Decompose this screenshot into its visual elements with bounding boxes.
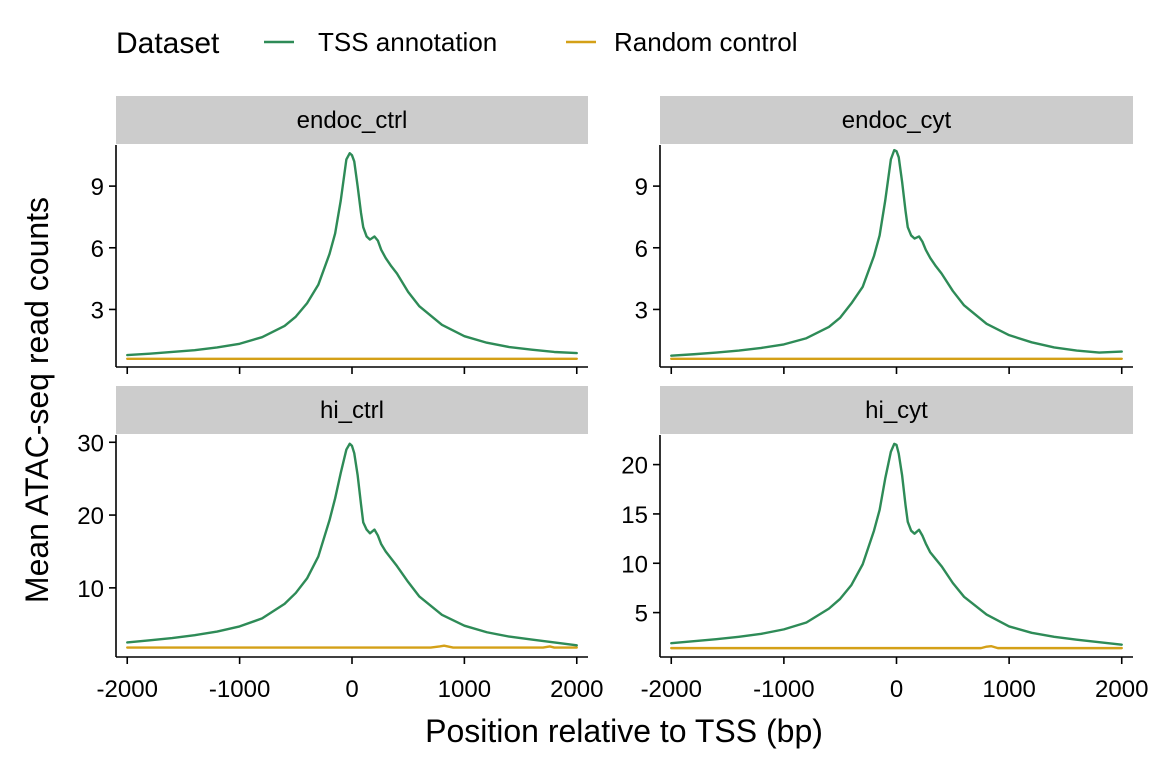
legend-label-tss-annotation: TSS annotation (318, 27, 497, 57)
series-line-tss-annotation (670, 148, 1123, 357)
series-line-tss-annotation (670, 442, 1123, 646)
y-tick-label: 6 (91, 236, 104, 263)
panel-hi-ctrl: hi_ctrl 10 20 30 -2000 -1000 0 1000 2000 (77, 386, 603, 703)
strip-label: hi_ctrl (320, 397, 384, 424)
strip-background (660, 386, 1133, 434)
strip-background (660, 96, 1133, 144)
panel-hi-cyt: hi_cyt 5 10 15 20 -2000 -1000 0 1000 2000 (621, 386, 1148, 703)
y-axis-title: Mean ATAC-seq read counts (19, 197, 55, 603)
strip-background (116, 96, 588, 144)
strip-label: endoc_ctrl (297, 107, 408, 134)
y-tick-label: 10 (77, 576, 104, 603)
series-line-tss-annotation (126, 442, 578, 647)
x-tick-label: -2000 (97, 676, 158, 703)
panel-endoc-ctrl: endoc_ctrl 3 6 9 (91, 96, 588, 374)
y-tick-label: 5 (635, 601, 648, 628)
series-line-tss-annotation (126, 152, 578, 357)
x-tick-label: 2000 (550, 676, 603, 703)
y-tick-label: 3 (91, 297, 104, 324)
y-tick-label: 9 (635, 174, 648, 201)
strip-background (116, 386, 588, 434)
y-tick-label: 20 (621, 453, 648, 480)
y-tick-label: 15 (621, 502, 648, 529)
legend: Dataset TSS annotation Random control (116, 27, 798, 60)
series-line-random-control (670, 644, 1123, 650)
y-tick-label: 9 (91, 174, 104, 201)
x-tick-label: -1000 (209, 676, 270, 703)
x-axis-title: Position relative to TSS (bp) (425, 713, 823, 749)
y-tick-label: 20 (77, 503, 104, 530)
x-tick-label: -1000 (753, 676, 814, 703)
legend-label-random-control: Random control (614, 27, 798, 57)
strip-label: hi_cyt (865, 397, 928, 424)
x-tick-label: -2000 (641, 676, 702, 703)
x-tick-label: 0 (890, 676, 903, 703)
y-tick-label: 3 (635, 297, 648, 324)
x-tick-label: 0 (345, 676, 358, 703)
legend-title: Dataset (116, 27, 220, 60)
strip-label: endoc_cyt (842, 107, 952, 134)
x-tick-label: 1000 (982, 676, 1035, 703)
y-tick-label: 10 (621, 551, 648, 578)
y-tick-label: 30 (77, 430, 104, 457)
x-tick-label: 2000 (1095, 676, 1148, 703)
y-tick-label: 6 (635, 236, 648, 263)
series-line-random-control (126, 644, 578, 649)
x-tick-label: 1000 (438, 676, 491, 703)
facet-panels: endoc_ctrl 3 6 9 endoc_cyt 3 6 9 hi_ctrl 10 20 30 -2… (77, 96, 1148, 703)
panel-endoc-cyt: endoc_cyt 3 6 9 (635, 96, 1133, 374)
